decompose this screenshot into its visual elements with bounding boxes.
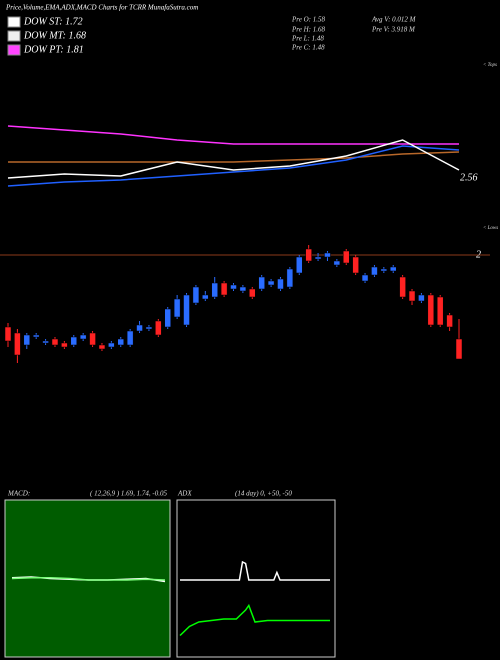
candle-body [446, 314, 453, 328]
candle-body [324, 252, 331, 258]
candle-body [108, 342, 115, 348]
candle-body [14, 332, 21, 356]
stat-label: Pre O: 1.58 [291, 16, 325, 24]
candle-body [23, 334, 31, 346]
stat-label: Pre H: 1.68 [291, 26, 325, 34]
page-title: Price,Volume,EMA,ADX,MACD Charts for TCR… [5, 4, 198, 12]
candle-body [427, 294, 435, 326]
candle-body [183, 294, 190, 326]
panel-title: ADX [177, 490, 192, 498]
candle-body [98, 344, 106, 350]
candle-body [389, 266, 397, 272]
stat-label: Pre L: 1.48 [291, 35, 324, 43]
candle-body [296, 256, 303, 274]
candle-body [249, 288, 256, 298]
annotation: < Lows [483, 226, 498, 231]
legend-swatch [7, 30, 21, 42]
candle-body [380, 268, 388, 272]
panel-subtitle: ( 12,26,9 ) 1.69, 1.74, -0.05 [90, 490, 167, 498]
candle-body [333, 260, 341, 266]
candle-body [408, 290, 416, 302]
candle-body [70, 336, 78, 346]
series-line [7, 145, 460, 187]
candle-body [352, 256, 359, 274]
candle-body [79, 334, 87, 340]
candle-body [230, 284, 237, 290]
stat-label: Pre V: 3.918 M [371, 26, 416, 34]
candle-body [211, 282, 218, 298]
panel-subtitle: (14 day) 0, +50, -50 [235, 490, 292, 498]
candle-body [202, 294, 209, 300]
series-line [7, 125, 459, 145]
stat-label: Pre C: 1.48 [291, 44, 325, 52]
legend-label: DOW MT: 1.68 [23, 30, 86, 41]
series-line [180, 560, 330, 581]
adx-panel [176, 499, 336, 658]
candle-body [136, 324, 143, 332]
candle-body [277, 278, 284, 290]
legend-label: DOW ST: 1.72 [23, 16, 83, 27]
candle-body [314, 256, 322, 260]
candle-body [267, 280, 275, 286]
candle-body [220, 282, 228, 296]
series-line [11, 577, 166, 581]
candle-body [117, 338, 124, 346]
candle-body [286, 268, 294, 288]
candle-body [51, 338, 59, 346]
candle-body [239, 286, 247, 292]
candle-body [305, 248, 312, 262]
series-line [8, 151, 460, 163]
candle-body [4, 326, 12, 342]
legend-swatch [7, 16, 21, 28]
candle-body [145, 326, 153, 330]
candle-body [32, 334, 40, 338]
candle-body [399, 276, 406, 298]
candle-body [42, 340, 49, 344]
candle-body [455, 338, 463, 360]
candle-body [126, 330, 134, 346]
stat-label: Avg V: 0.012 M [371, 16, 417, 24]
legend-swatch [7, 44, 21, 56]
candle-body [371, 266, 378, 276]
y-tick-label: 2.56 [460, 172, 478, 183]
candle-body [258, 276, 265, 290]
candle-body [61, 342, 68, 348]
candle-body [89, 332, 96, 346]
y-tick-label: 2 [476, 249, 481, 260]
series-line [179, 603, 330, 637]
candle-body [436, 296, 444, 326]
candle-body [418, 294, 425, 302]
panel-title: MACD: [7, 490, 30, 498]
candle-body [343, 250, 350, 264]
candle-body [192, 286, 200, 304]
candle-body [361, 274, 369, 282]
candle-body [164, 308, 171, 328]
candle-body [173, 298, 181, 318]
annotation: < Tops [483, 63, 497, 68]
candle-body [155, 320, 162, 336]
series-line [7, 139, 460, 179]
legend-label: DOW PT: 1.81 [23, 44, 84, 55]
